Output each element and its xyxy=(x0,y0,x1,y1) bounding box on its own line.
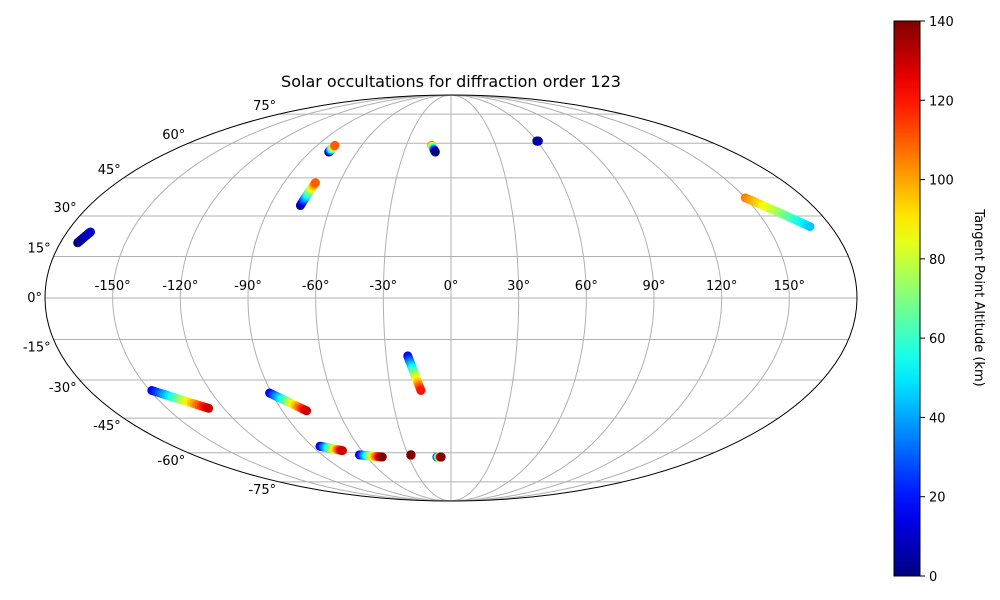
occultation-point xyxy=(416,385,426,395)
latitude-tick-label: -15° xyxy=(23,341,51,356)
latitude-tick-label: 75° xyxy=(253,99,276,114)
latitude-tick-label: 30° xyxy=(54,201,77,216)
occultation-point xyxy=(436,452,446,462)
longitude-tick-label: 60° xyxy=(575,279,598,294)
occultation-point xyxy=(377,452,387,462)
longitude-tick-label: 90° xyxy=(642,279,665,294)
colorbar-gradient xyxy=(893,20,921,577)
latitude-tick-label: -30° xyxy=(49,381,77,396)
latitude-tick-label: 0° xyxy=(27,291,42,306)
occultation-point xyxy=(430,147,440,157)
longitude-tick-label: -120° xyxy=(162,279,198,294)
colorbar-tick-label: 40 xyxy=(929,411,946,426)
colorbar-tick-label: 120 xyxy=(929,94,954,109)
chart-title: Solar occultations for diffraction order… xyxy=(281,72,621,91)
longitude-tick-label: 120° xyxy=(706,279,737,294)
colorbar-label: Tangent Point Altitude (km) xyxy=(971,208,986,386)
longitude-tick-label: -150° xyxy=(95,279,131,294)
graticule xyxy=(45,95,857,501)
data-points xyxy=(73,136,815,462)
latitude-tick-label: 15° xyxy=(28,241,51,256)
occultation-point xyxy=(204,403,214,413)
occultation-point xyxy=(310,178,320,188)
latitude-tick-label: -45° xyxy=(93,419,121,434)
longitude-tick-label: -30° xyxy=(369,279,397,294)
colorbar-tick-label: 100 xyxy=(929,174,954,189)
colorbar-ticks: 0 20 40 60 80 100 120 140 xyxy=(920,15,954,585)
colorbar-tick-label: 60 xyxy=(929,332,946,347)
longitude-tick-label: 30° xyxy=(507,279,530,294)
colorbar-tick-label: 140 xyxy=(929,15,954,30)
occultation-point xyxy=(86,227,96,237)
colorbar: 0 20 40 60 80 100 120 140 Tangent Point Altitud… xyxy=(893,15,986,585)
colorbar-tick-label: 20 xyxy=(929,491,946,506)
longitude-tick-label: 150° xyxy=(774,279,805,294)
longitude-tick-labels: -150° -120° -90° -60° -30° 0° 30° 60° 90° 120° 150… xyxy=(95,279,805,294)
occultation-point xyxy=(302,406,312,416)
latitude-tick-label: 60° xyxy=(162,128,185,143)
latitude-tick-labels: -75° -60° -45° -30° -15° 0° 15° 30° 45° 60° 75° xyxy=(23,99,276,498)
map-boundary xyxy=(44,94,858,502)
occultation-point xyxy=(337,446,347,456)
latitude-tick-label: -75° xyxy=(248,483,276,498)
longitude-tick-label: -60° xyxy=(302,279,330,294)
occultation-point xyxy=(533,136,543,146)
colorbar-tick-label: 0 xyxy=(929,570,937,585)
occultation-point xyxy=(406,450,416,460)
colorbar-tick-label: 80 xyxy=(929,253,946,268)
occultation-point xyxy=(805,222,815,232)
longitude-tick-label: -90° xyxy=(234,279,262,294)
latitude-tick-label: 45° xyxy=(98,163,121,178)
longitude-tick-label: 0° xyxy=(444,279,459,294)
latitude-tick-label: -60° xyxy=(158,454,186,469)
occultation-point xyxy=(330,140,340,150)
